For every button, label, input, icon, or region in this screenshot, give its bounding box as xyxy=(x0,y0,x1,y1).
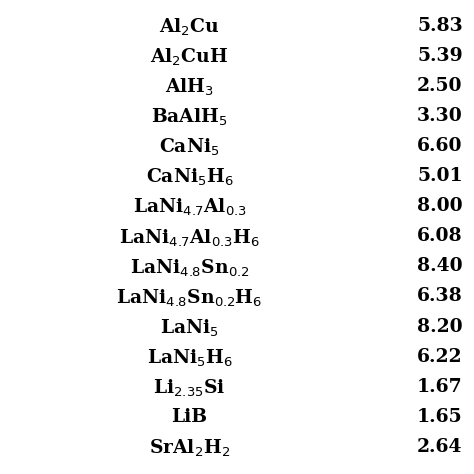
Text: 1.67: 1.67 xyxy=(417,378,463,396)
Text: AlH$_3$: AlH$_3$ xyxy=(165,77,214,98)
Text: CaNi$_5$: CaNi$_5$ xyxy=(159,137,220,158)
Text: LaNi$_{4.7}$Al$_{0.3}$: LaNi$_{4.7}$Al$_{0.3}$ xyxy=(133,197,246,219)
Text: SrAl$_2$H$_2$: SrAl$_2$H$_2$ xyxy=(149,438,230,459)
Text: 8.40: 8.40 xyxy=(417,257,463,275)
Text: 6.38: 6.38 xyxy=(417,287,463,305)
Text: LaNi$_5$H$_6$: LaNi$_5$H$_6$ xyxy=(146,348,233,369)
Text: 6.22: 6.22 xyxy=(417,348,463,365)
Text: Al$_2$CuH: Al$_2$CuH xyxy=(150,47,229,68)
Text: 2.64: 2.64 xyxy=(417,438,463,456)
Text: 2.50: 2.50 xyxy=(417,77,463,95)
Text: 3.30: 3.30 xyxy=(417,107,463,125)
Text: 5.83: 5.83 xyxy=(417,17,463,35)
Text: 6.08: 6.08 xyxy=(417,228,463,245)
Text: 5.39: 5.39 xyxy=(417,47,463,64)
Text: LaNi$_{4.8}$Sn$_{0.2}$: LaNi$_{4.8}$Sn$_{0.2}$ xyxy=(130,257,249,279)
Text: LaNi$_5$: LaNi$_5$ xyxy=(160,318,219,339)
Text: Al$_2$Cu: Al$_2$Cu xyxy=(159,17,220,38)
Text: LaNi$_{4.7}$Al$_{0.3}$H$_6$: LaNi$_{4.7}$Al$_{0.3}$H$_6$ xyxy=(119,228,260,248)
Text: Li$_{2.35}$Si: Li$_{2.35}$Si xyxy=(154,378,226,399)
Text: CaNi$_5$H$_6$: CaNi$_5$H$_6$ xyxy=(146,167,234,188)
Text: 1.65: 1.65 xyxy=(417,408,463,426)
Text: LiB: LiB xyxy=(172,408,208,426)
Text: 5.01: 5.01 xyxy=(417,167,463,185)
Text: 8.20: 8.20 xyxy=(417,318,463,336)
Text: BaAlH$_5$: BaAlH$_5$ xyxy=(151,107,228,128)
Text: LaNi$_{4.8}$Sn$_{0.2}$H$_6$: LaNi$_{4.8}$Sn$_{0.2}$H$_6$ xyxy=(117,287,263,309)
Text: 6.60: 6.60 xyxy=(417,137,463,155)
Text: 8.00: 8.00 xyxy=(417,197,463,215)
